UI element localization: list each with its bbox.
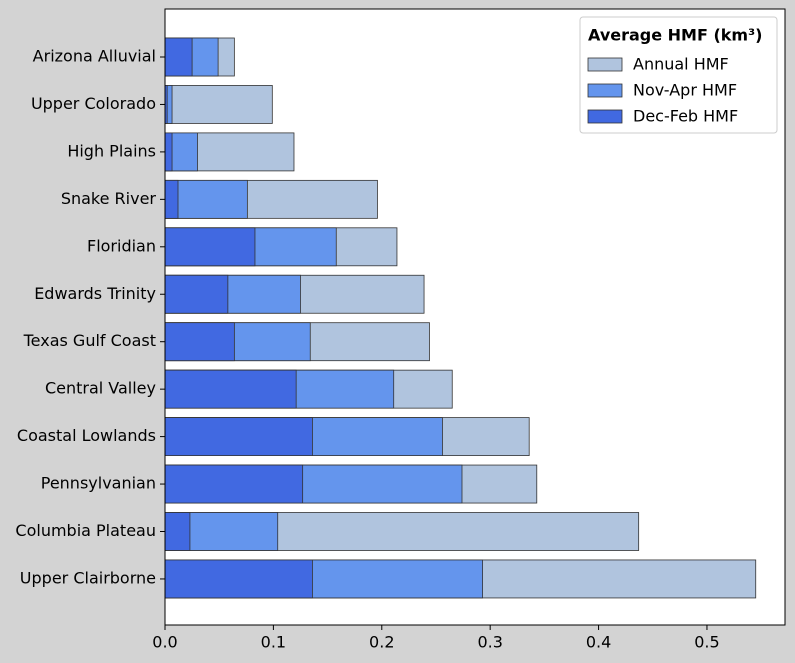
x-tick-label: 0.3 [477,633,502,652]
y-tick-label: Coastal Lowlands [17,426,156,445]
bar [164,512,191,551]
legend: Average HMF (km³) Annual HMF Nov-Apr HMF De… [579,16,778,134]
bar [164,417,313,457]
y-tick-label: Edwards Trinity [34,284,156,303]
y-tick-label: Snake River [61,189,157,208]
bar [164,37,193,77]
y-tick-label: Arizona Alluvial [33,47,156,66]
y-tick-label: Floridian [87,236,156,255]
bar [164,179,179,219]
x-tick-label: 0.5 [694,633,719,652]
bar [164,464,304,504]
bar [164,369,297,409]
legend-label: Annual HMF [633,55,729,74]
y-tick-label: Pennsylvanian [41,474,156,493]
bar [164,274,229,314]
bar [164,322,235,362]
bar [164,559,313,599]
bar [164,85,273,124]
x-tick-label: 0.0 [152,633,177,652]
bar [164,227,256,267]
y-tick-label: High Plains [67,141,156,160]
legend-swatch [587,109,623,124]
legend-box [579,16,778,134]
y-tick-label: Columbia Plateau [15,521,156,540]
y-tick-label: Upper Colorado [31,94,156,113]
x-tick-label: 0.4 [586,633,611,652]
y-tick-label: Central Valley [45,379,156,398]
y-tick-label: Upper Clairborne [20,568,156,587]
plot-frame [164,8,786,626]
y-tick-label: Texas Gulf Coast [23,331,156,350]
legend-swatch [587,57,623,72]
legend-label: Nov-Apr HMF [633,81,737,100]
x-tick-label: 0.2 [369,633,394,652]
bar [164,179,248,219]
legend-label: Dec-Feb HMF [633,107,738,126]
bar [164,132,173,172]
x-tick-label: 0.1 [261,633,286,652]
legend-title: Average HMF (km³) [588,26,762,45]
legend-swatch [587,83,623,98]
